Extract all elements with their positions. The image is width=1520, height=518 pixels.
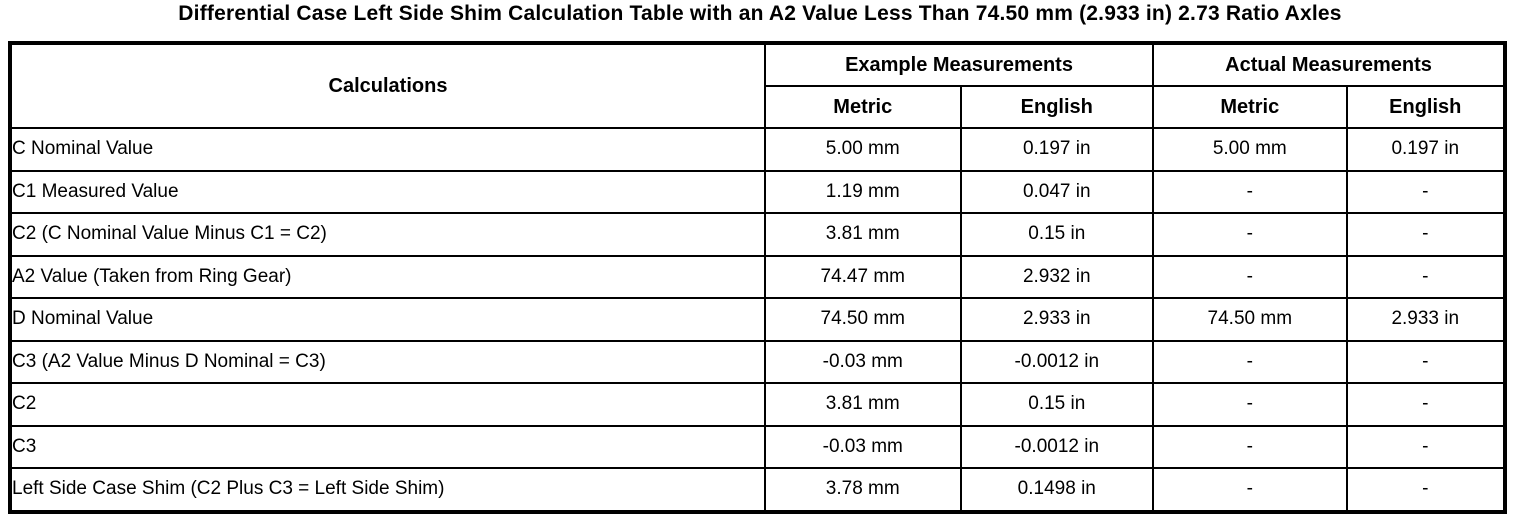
value-cell: 0.1498 in: [959, 467, 1155, 513]
row-label-cell: C3 (A2 Value Minus D Nominal = C3): [9, 339, 766, 384]
subheader-example-english: English: [959, 85, 1155, 129]
row-label-cell: C1 Measured Value: [9, 169, 766, 214]
value-cell: 74.50 mm: [1152, 297, 1348, 342]
value-cell: -: [1152, 424, 1348, 469]
subheader-example-metric: Metric: [764, 85, 962, 129]
row-label-cell: C2: [9, 382, 766, 427]
value-cell: 5.00 mm: [764, 127, 962, 172]
value-cell: -: [1152, 467, 1348, 513]
value-cell: -: [1152, 254, 1348, 299]
value-cell: -: [1345, 424, 1507, 469]
value-cell: 0.15 in: [959, 212, 1155, 257]
value-cell: 2.933 in: [1345, 297, 1507, 342]
subheader-actual-english: English: [1345, 85, 1507, 129]
value-cell: -: [1345, 339, 1507, 384]
group-header-example-measurements: Example Measurements: [763, 42, 1155, 87]
value-cell: -: [1152, 169, 1348, 214]
value-cell: 2.932 in: [959, 254, 1155, 299]
table-row: C2 (C Nominal Value Minus C1 = C2) 3.81 m…: [9, 212, 1507, 257]
table-row: C Nominal Value 5.00 mm 0.197 in 5.00 mm 0.1…: [9, 127, 1507, 172]
value-cell: 0.197 in: [959, 127, 1155, 172]
table-row: C2 3.81 mm 0.15 in - -: [9, 382, 1507, 427]
column-header-calculations: Calculations: [9, 42, 766, 129]
value-cell: -: [1152, 339, 1348, 384]
value-cell: -: [1345, 382, 1507, 427]
row-label-cell: A2 Value (Taken from Ring Gear): [9, 254, 766, 299]
table-row: C3 (A2 Value Minus D Nominal = C3) -0.03 …: [9, 339, 1507, 384]
table-row: Left Side Case Shim (C2 Plus C3 = Left S…: [9, 467, 1507, 513]
value-cell: 0.15 in: [959, 382, 1155, 427]
sub-header-row: Metric English Metric English: [10, 85, 1507, 129]
value-cell: 3.81 mm: [764, 382, 962, 427]
page-title: Differential Case Left Side Shim Calcula…: [178, 2, 1342, 25]
row-label-cell: D Nominal Value: [9, 297, 766, 342]
value-cell: -0.03 mm: [764, 424, 962, 469]
value-cell: -: [1345, 467, 1507, 513]
value-cell: -: [1345, 212, 1507, 257]
value-cell: 0.047 in: [959, 169, 1155, 214]
value-cell: -: [1152, 212, 1348, 257]
table-header: Calculations Example Measurements Actual…: [9, 42, 1507, 129]
shim-calculation-table: Calculations Example Measurements Actual…: [8, 41, 1507, 514]
value-cell: 3.81 mm: [764, 212, 962, 257]
group-header-actual-measurements: Actual Measurements: [1152, 42, 1506, 87]
value-cell: 1.19 mm: [764, 169, 962, 214]
value-cell: -: [1345, 169, 1507, 214]
value-cell: -: [1152, 382, 1348, 427]
value-cell: 3.78 mm: [764, 467, 962, 513]
value-cell: -0.03 mm: [764, 339, 962, 384]
value-cell: 2.933 in: [959, 297, 1155, 342]
subheader-actual-metric: Metric: [1152, 85, 1348, 129]
value-cell: 0.197 in: [1345, 127, 1507, 172]
table-row: A2 Value (Taken from Ring Gear) 74.47 mm 2…: [9, 254, 1507, 299]
group-header-row: Calculations Example Measurements Actual…: [9, 42, 1506, 129]
value-cell: -: [1345, 254, 1507, 299]
value-cell: 74.50 mm: [764, 297, 962, 342]
table-row: C1 Measured Value 1.19 mm 0.047 in - -: [9, 169, 1507, 214]
value-cell: -0.0012 in: [959, 424, 1155, 469]
row-label-cell: C3: [9, 424, 766, 469]
table-row: C3 -0.03 mm -0.0012 in - -: [9, 424, 1507, 469]
row-label-cell: C Nominal Value: [9, 127, 766, 172]
row-label-cell: C2 (C Nominal Value Minus C1 = C2): [9, 212, 766, 257]
table-body: C Nominal Value 5.00 mm 0.197 in 5.00 mm 0.1…: [9, 127, 1507, 513]
value-cell: -0.0012 in: [959, 339, 1155, 384]
value-cell: 5.00 mm: [1152, 127, 1348, 172]
table-row: D Nominal Value 74.50 mm 2.933 in 74.50 mm 2…: [9, 297, 1507, 342]
value-cell: 74.47 mm: [764, 254, 962, 299]
row-label-cell: Left Side Case Shim (C2 Plus C3 = Left S…: [9, 467, 766, 513]
